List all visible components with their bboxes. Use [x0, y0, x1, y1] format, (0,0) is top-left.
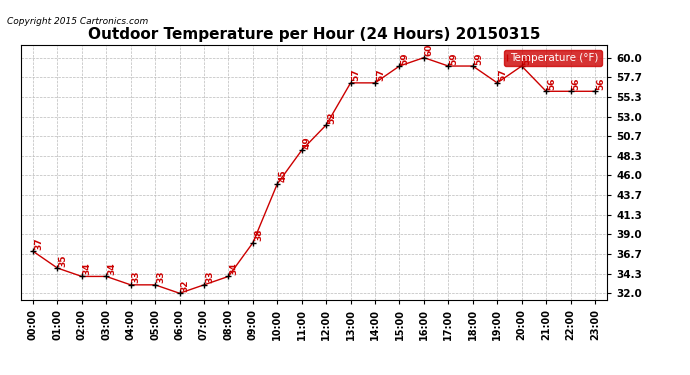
Legend: Temperature (°F): Temperature (°F) [504, 50, 602, 66]
Text: 35: 35 [59, 254, 68, 267]
Text: 60: 60 [425, 44, 434, 56]
Title: Outdoor Temperature per Hour (24 Hours) 20150315: Outdoor Temperature per Hour (24 Hours) … [88, 27, 540, 42]
Text: 49: 49 [303, 136, 312, 149]
Text: 56: 56 [547, 77, 556, 90]
Text: 33: 33 [156, 271, 165, 284]
Text: 34: 34 [83, 262, 92, 275]
Text: 59: 59 [449, 52, 458, 64]
Text: 59: 59 [523, 52, 532, 64]
Text: 33: 33 [132, 271, 141, 284]
Text: 37: 37 [34, 237, 43, 250]
Text: 38: 38 [254, 229, 263, 242]
Text: 56: 56 [596, 77, 605, 90]
Text: 57: 57 [376, 69, 385, 81]
Text: 45: 45 [278, 170, 287, 183]
Text: 57: 57 [352, 69, 361, 81]
Text: 32: 32 [181, 279, 190, 292]
Text: 52: 52 [327, 111, 336, 123]
Text: 59: 59 [474, 52, 483, 64]
Text: 34: 34 [107, 262, 117, 275]
Text: 33: 33 [205, 271, 214, 284]
Text: 57: 57 [498, 69, 507, 81]
Text: Copyright 2015 Cartronics.com: Copyright 2015 Cartronics.com [7, 17, 148, 26]
Text: 59: 59 [400, 52, 410, 64]
Text: 34: 34 [230, 262, 239, 275]
Text: 56: 56 [571, 77, 580, 90]
